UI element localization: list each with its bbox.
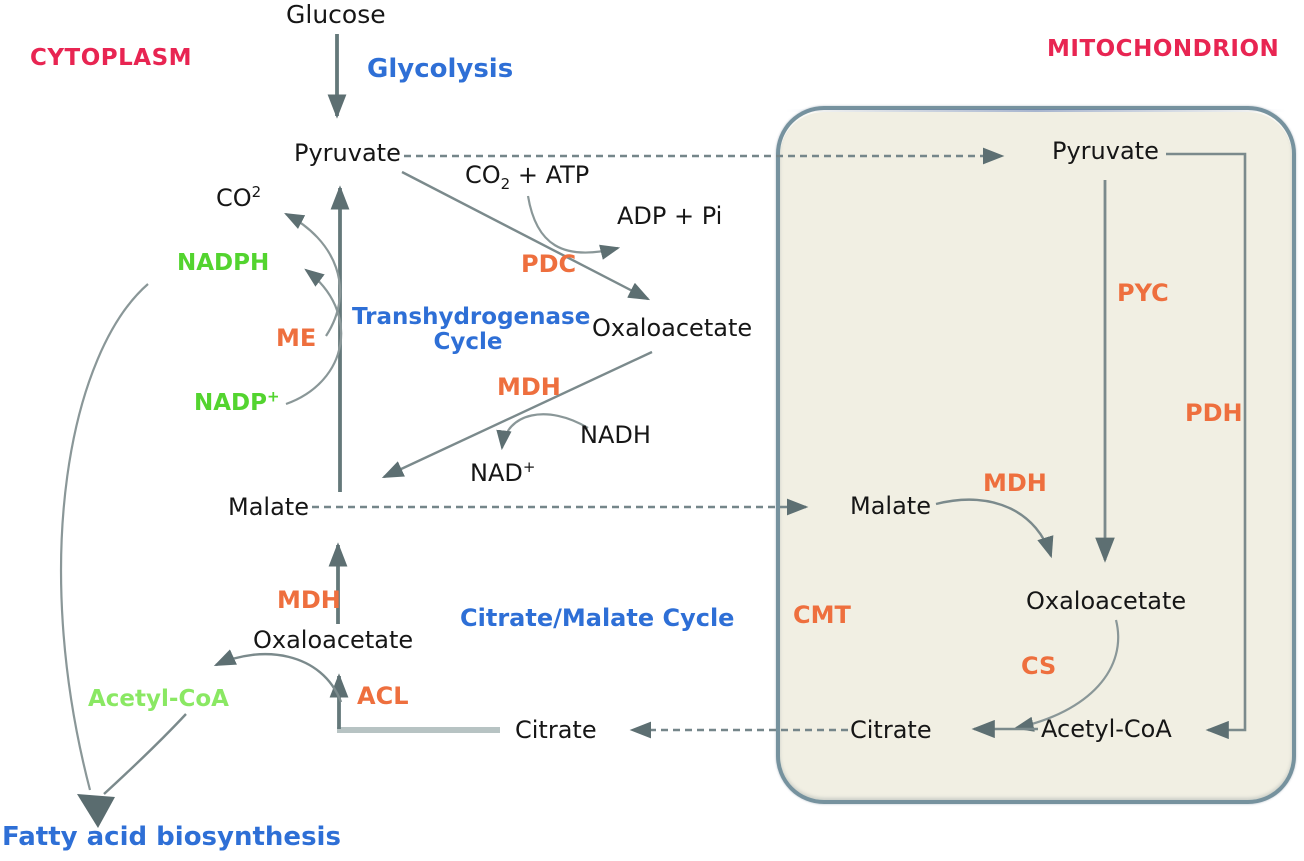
acetyl-coa-mitochondrion-label: Acetyl-CoA (1041, 715, 1172, 743)
mdh-upper-enzyme-label: MDH (497, 373, 561, 401)
co2-subscript: 2 (500, 174, 511, 193)
pyruvate-cytoplasm-label: Pyruvate (294, 139, 401, 167)
nadp-base: NADP (194, 390, 267, 416)
nadh-label: NADH (580, 421, 651, 449)
curve-acetyl-coa-to-fatty-acid (103, 713, 187, 795)
citrate-cytoplasm-label: Citrate (515, 716, 597, 744)
oxaloacetate-upper-cytoplasm-label: Oxaloacetate (592, 314, 753, 342)
co2-base: CO (465, 161, 501, 189)
co2-released-base: CO (216, 184, 252, 212)
arrow-cs-oxaloacetate-to-citrate (1013, 619, 1120, 732)
mdh-mitochondrion-enzyme-label: MDH (983, 469, 1047, 497)
transhydrogenase-line2: Cycle (433, 329, 503, 355)
co2-released-superscript: 2 (251, 183, 262, 201)
arrow-pdh-pyruvate-to-acetyl-coa (1166, 152, 1247, 740)
arrow-mdh-malate-to-oxaloacetate-mito (935, 498, 1054, 559)
cs-enzyme-label: CS (1021, 652, 1057, 680)
fatty-acid-biosynthesis-label: Fatty acid biosynthesis (2, 822, 341, 852)
acl-enzyme-label: ACL (357, 682, 409, 710)
co2-released-label: CO2 (216, 183, 262, 212)
plus-atp: + ATP (510, 161, 590, 189)
nadph-label: NADPH (177, 250, 270, 276)
malate-mitochondrion-label: Malate (850, 492, 931, 520)
transhydrogenase-line1: Transhydrogenase (352, 304, 591, 330)
arrow-me-to-co2 (284, 212, 342, 337)
cmt-enzyme-label: CMT (793, 601, 851, 629)
nad-label: NAD+ (470, 458, 536, 487)
oxaloacetate-lower-cytoplasm-label: Oxaloacetate (253, 626, 414, 654)
nadp-label: NADP+ (194, 389, 280, 416)
oxaloacetate-mitochondrion-label: Oxaloacetate (1026, 587, 1187, 615)
pyruvate-mitochondrion-label: Pyruvate (1052, 137, 1159, 165)
arrow-pdc-pyruvate-to-oxaloacetate (401, 170, 651, 301)
mdh-lower-enzyme-label: MDH (277, 586, 341, 614)
pdh-enzyme-label: PDH (1185, 399, 1243, 427)
acetyl-coa-cytoplasm-label: Acetyl-CoA (88, 686, 229, 712)
cytoplasm-region-label: CYTOPLASM (30, 45, 193, 71)
nad-base: NAD (470, 459, 523, 487)
nadp-superscript: + (267, 387, 280, 406)
glucose-label: Glucose (286, 0, 386, 29)
citrate-mitochondrion-label: Citrate (850, 716, 932, 744)
arrowhead-fatty-acid-biosynthesis (77, 794, 115, 828)
co2-atp-label: CO2 + ATP (465, 161, 590, 191)
arrow-mdh-oxaloacetate-to-malate (381, 350, 653, 479)
glycolysis-label: Glycolysis (367, 54, 514, 84)
adp-pi-label: ADP + Pi (617, 202, 723, 230)
arrow-acl-to-acetyl-coa (213, 649, 343, 703)
mitochondrion-compartment (776, 106, 1296, 804)
citrate-malate-cycle-label: Citrate/Malate Cycle (460, 604, 735, 632)
me-enzyme-label: ME (276, 324, 317, 352)
curve-nadph-to-fatty-acid (59, 283, 149, 791)
malate-cytoplasm-label: Malate (228, 493, 309, 521)
arrow-me-nadp-to-nadph (285, 268, 343, 406)
arrow-co2-atp-to-adp-pi (526, 195, 621, 260)
pdc-enzyme-label: PDC (521, 250, 577, 278)
mitochondrion-region-label: MITOCHONDRION (1047, 36, 1280, 62)
pyc-enzyme-label: PYC (1117, 279, 1169, 307)
nad-superscript: + (522, 458, 536, 476)
transhydrogenase-cycle-label: Transhydrogenase Cycle (352, 305, 590, 355)
arrow-nadh-to-nad (496, 413, 589, 451)
